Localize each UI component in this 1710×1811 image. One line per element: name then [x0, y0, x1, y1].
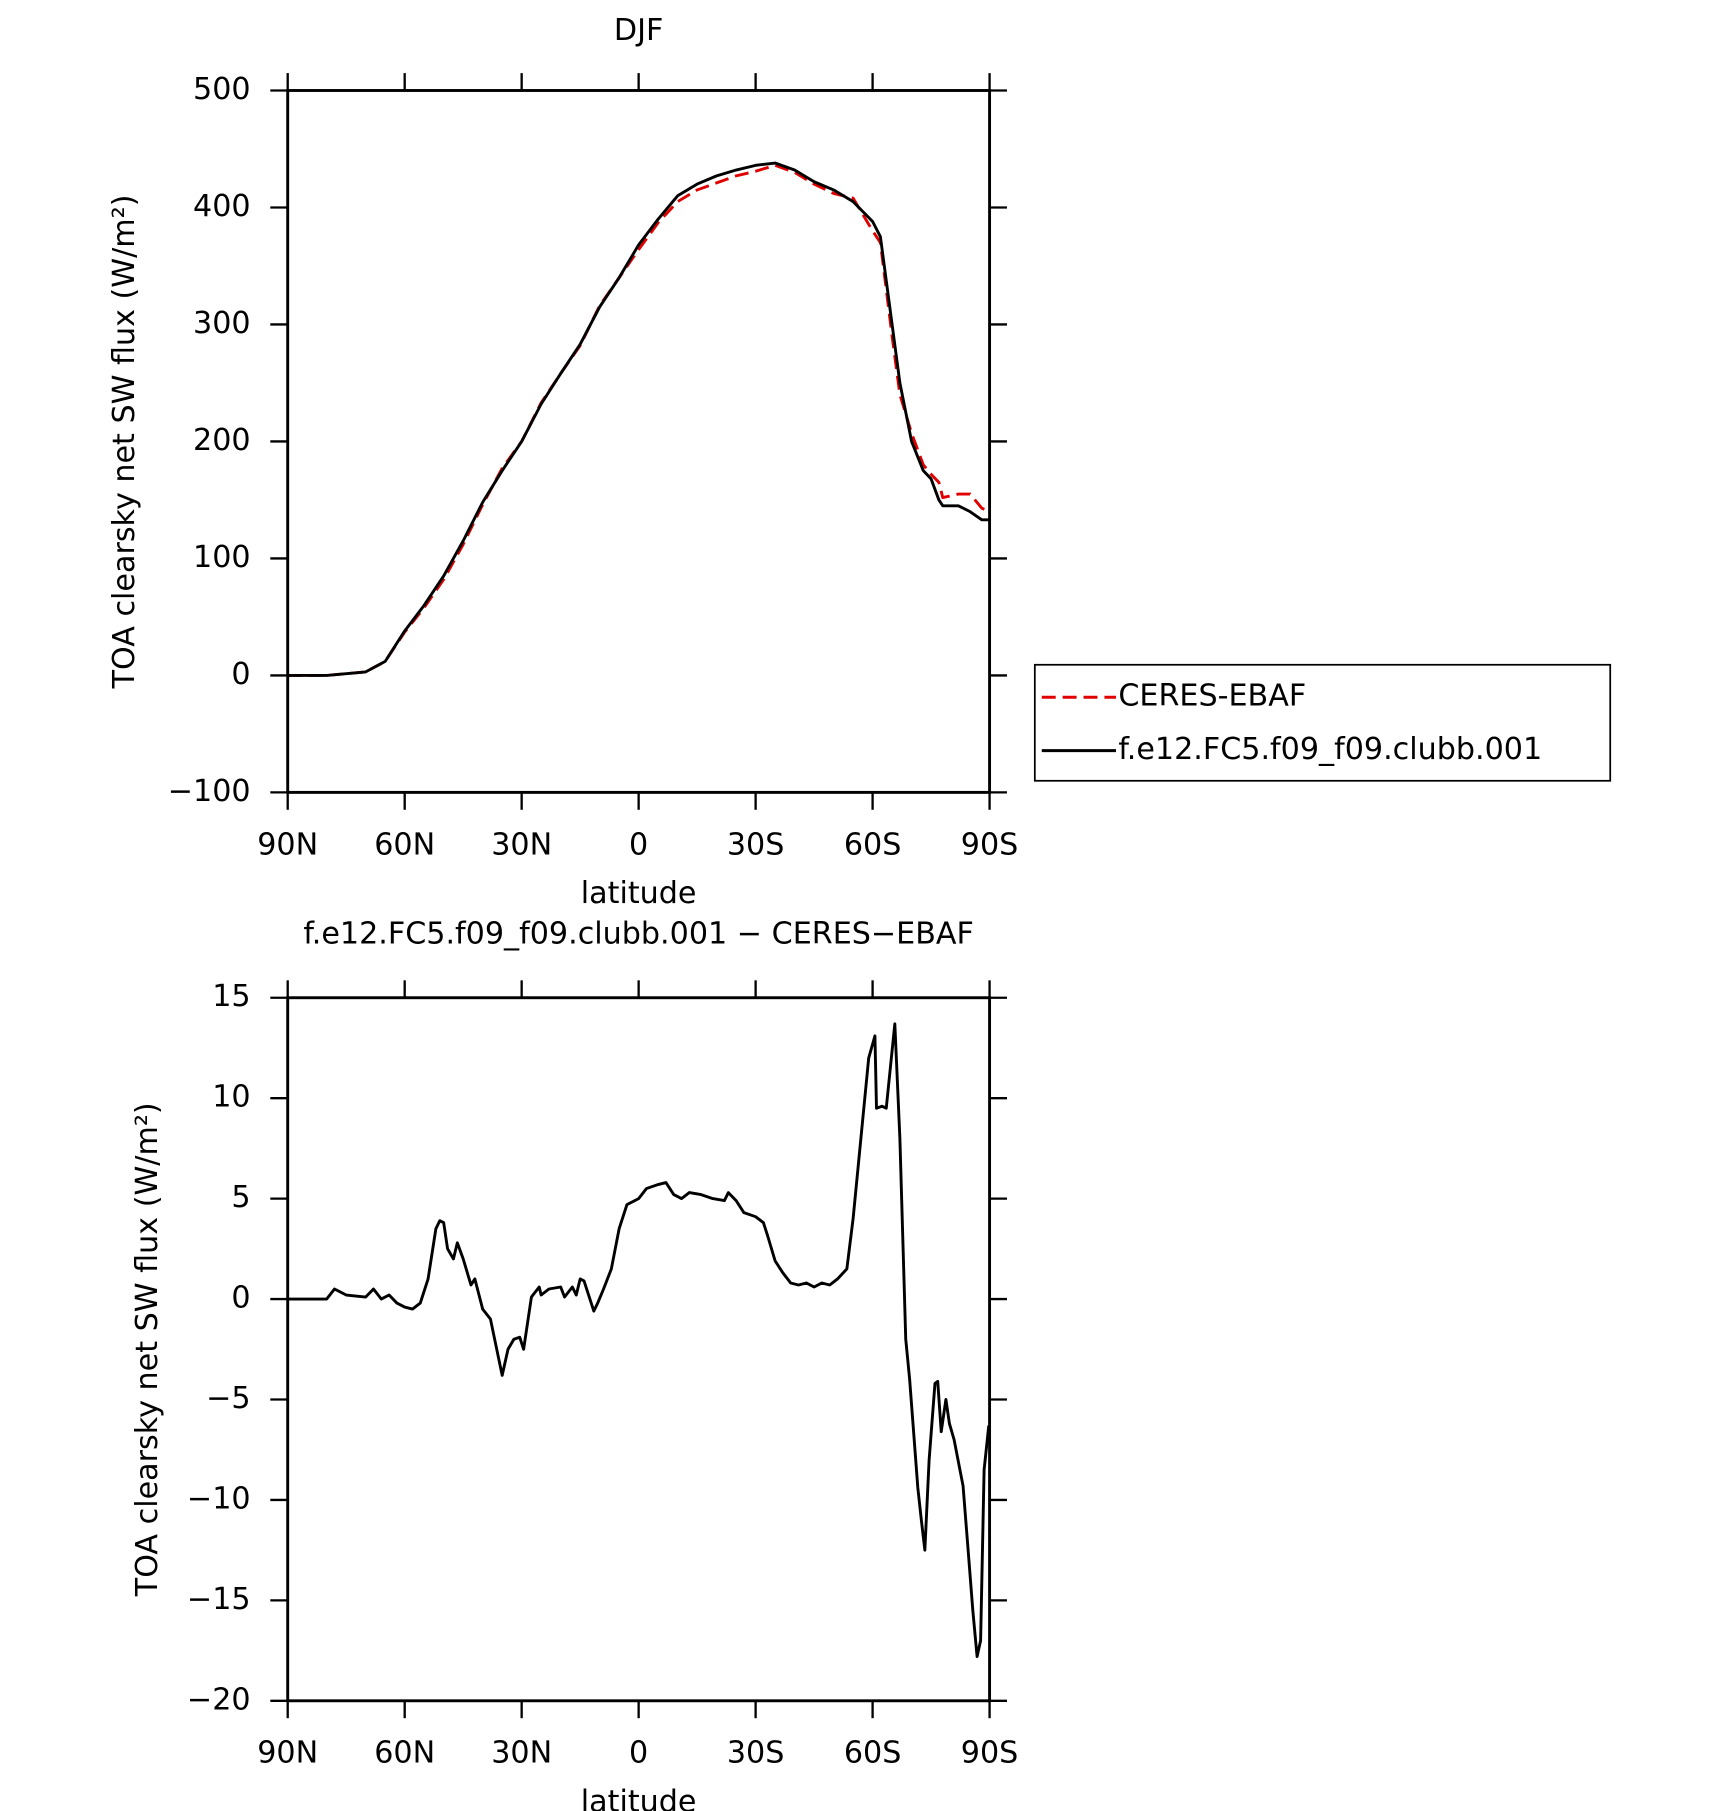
x-tick-label: 90S	[961, 827, 1019, 862]
x-tick-label: 90S	[961, 1736, 1019, 1771]
y-tick-label: 500	[193, 72, 251, 107]
data-line	[287, 1022, 991, 1659]
y-tick-label: 300	[193, 306, 251, 341]
x-axis-label: latitude	[581, 1784, 697, 1811]
y-tick-label: −15	[187, 1582, 251, 1617]
x-tick-label: 30N	[491, 827, 552, 862]
y-tick-label: 400	[193, 189, 251, 224]
y-tick-label: 100	[193, 540, 251, 575]
data-line	[287, 161, 990, 677]
x-tick-label: 30S	[727, 827, 785, 862]
x-tick-label: 60N	[374, 1736, 435, 1771]
x-tick-label: 30N	[491, 1736, 552, 1771]
x-tick-label: 60N	[374, 827, 435, 862]
chart-title: DJF	[614, 13, 663, 48]
x-tick-label: 60S	[844, 827, 902, 862]
x-tick-label: 0	[629, 1736, 648, 1771]
legend-label: CERES-EBAF	[1118, 679, 1306, 714]
legend-box	[1033, 663, 1612, 782]
chart-title: f.e12.FC5.f09_f09.clubb.001 − CERES−EBAF	[303, 917, 974, 952]
x-tick-label: 90N	[257, 1736, 318, 1771]
y-tick-label: 0	[231, 657, 250, 692]
y-tick-label: 10	[212, 1080, 250, 1115]
y-tick-label: 200	[193, 423, 251, 458]
x-tick-label: 90N	[257, 827, 318, 862]
x-tick-label: 30S	[727, 1736, 785, 1771]
y-axis-label: TOA clearsky net SW flux (W/m²)	[107, 194, 142, 689]
data-line	[287, 163, 991, 677]
y-axis-label: TOA clearsky net SW flux (W/m²)	[130, 1102, 165, 1597]
plot-frame	[286, 996, 992, 1703]
legend-label: f.e12.FC5.f09_f09.clubb.001	[1118, 732, 1542, 767]
y-tick-label: 15	[212, 979, 250, 1014]
x-tick-label: 0	[629, 827, 648, 862]
plot-frame	[286, 89, 992, 794]
y-tick-label: −20	[187, 1682, 251, 1717]
y-tick-label: 0	[231, 1281, 250, 1316]
y-tick-label: −10	[187, 1481, 251, 1516]
x-tick-label: 60S	[844, 1736, 902, 1771]
y-tick-label: −5	[206, 1381, 250, 1416]
y-tick-label: 5	[231, 1180, 250, 1215]
x-axis-label: latitude	[581, 876, 697, 911]
y-tick-label: −100	[168, 774, 251, 809]
